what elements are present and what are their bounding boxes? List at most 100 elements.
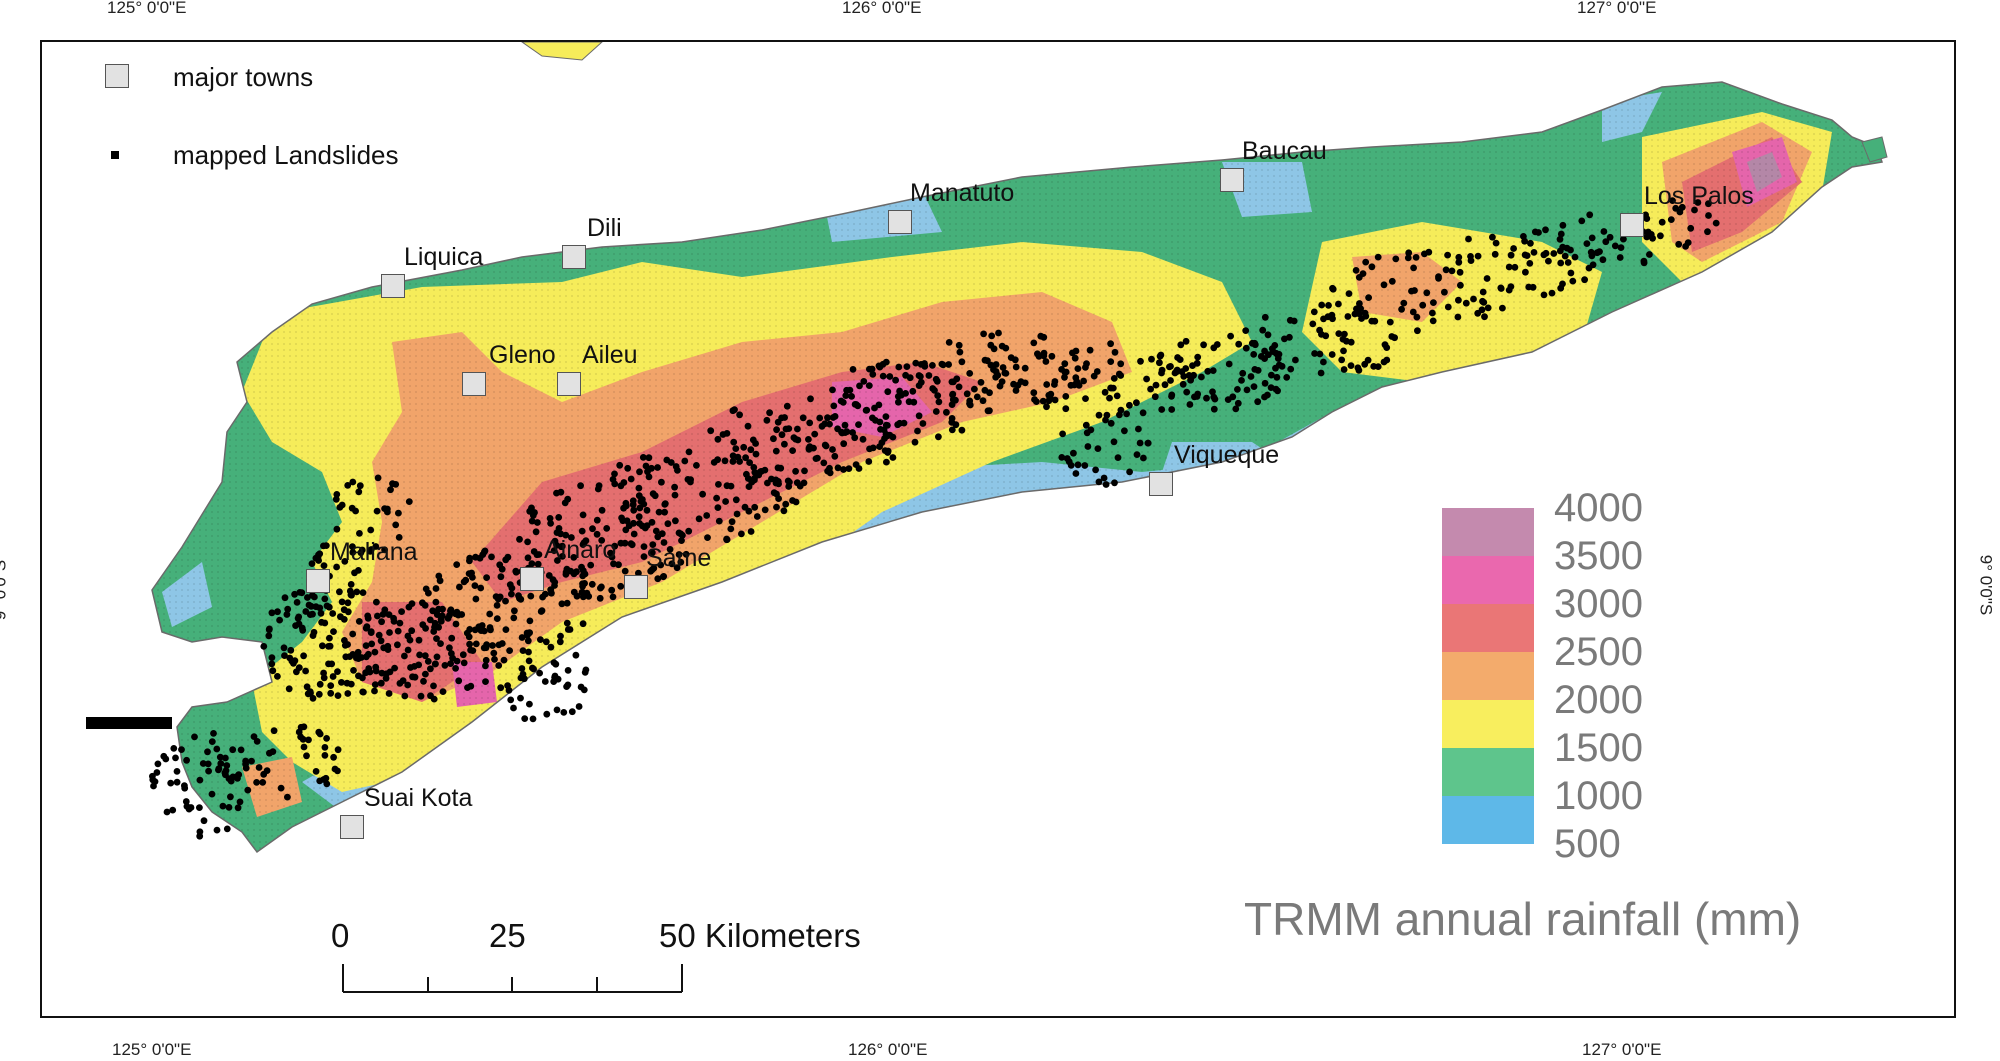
landslide-point [432,585,440,592]
landslide-point [645,473,653,481]
landslide-point [955,341,963,349]
landslide-point [598,537,606,544]
landslide-point [1567,269,1575,277]
landslide-point [958,426,966,434]
landslide-point [455,677,463,685]
landslide-point [1148,355,1155,363]
town-marker-ainaro [520,567,544,591]
landslide-point [742,454,749,462]
landslide-point [384,646,392,653]
landslide-point [1344,313,1352,320]
landslide-point [1072,470,1080,477]
landslide-point [792,498,800,506]
landslide-point [1489,233,1496,241]
landslide-point [327,682,335,689]
landslide-point [635,569,642,577]
landslide-point [1045,397,1053,405]
landslide-point [882,421,890,429]
landslide-point [617,482,625,490]
landslide-point [917,373,924,380]
landslide-point [1191,393,1198,401]
landslide-point [826,420,833,428]
landslide-point [1111,348,1119,356]
landslide-point [1287,365,1295,373]
landslide-point [630,506,638,514]
landslide-point [1021,379,1029,387]
landslide-point [344,599,352,607]
landslide-point [770,435,777,443]
landslide-point [652,527,660,535]
landslide-point [945,339,953,346]
landslide-point [1095,411,1103,419]
town-marker-gleno [462,372,486,396]
landslide-point [1239,369,1247,377]
landslide-point [468,569,475,577]
landslide-point [284,793,291,801]
landslide-point [1209,388,1216,396]
landslide-point [1167,363,1174,370]
landslide-point [486,610,494,618]
landslide-point [868,365,876,373]
landslide-point [1338,356,1346,364]
landslide-point [636,468,643,476]
landslide-point [334,746,342,754]
landslide-point [751,503,759,511]
landslide-point [546,515,554,522]
landslide-point [162,755,170,763]
landslide-point [1557,259,1565,267]
landslide-point [736,458,743,465]
landslide-point [932,375,940,383]
landslide-point [963,390,971,398]
town-label-maliana: Maliana [330,538,418,566]
landslide-point [236,798,244,806]
landslide-point [435,605,442,613]
landslide-point [855,421,862,428]
landslide-point [1254,398,1262,406]
landslide-point [1320,358,1327,366]
landslide-point [563,683,570,690]
landslide-point [914,427,921,435]
town-legend-marker [105,64,129,88]
landslide-point [1074,365,1082,372]
landslide-point [1093,368,1101,375]
landslide-point [518,634,526,641]
landslide-point [151,778,159,785]
landslide-point [966,400,973,407]
landslide-point [842,392,850,399]
landslide-point [636,520,643,527]
landslide-point [1510,245,1517,252]
landslide-point [1322,332,1330,340]
landslide-point [648,518,656,526]
landslide-point [1380,358,1388,366]
town-label-baucau: Baucau [1242,137,1327,165]
landslide-point [1362,258,1370,266]
landslide-point [1667,216,1675,224]
landslide-point [1179,380,1187,388]
landslide-point [502,626,510,633]
landslide-point [482,656,490,664]
landslide-point [392,521,400,529]
landslide-point [714,435,722,443]
scale-label-25: 25 [489,917,526,954]
landslide-point [260,643,268,650]
landslide-point [456,583,463,591]
landslide-point [846,386,854,394]
landslide-point [1365,294,1372,301]
landslide-point [1606,233,1614,241]
landslide-point [703,512,711,519]
landslide-point [895,398,902,406]
landslide-point [1292,356,1299,364]
landslide-point [374,612,381,620]
landslide-point [1411,287,1418,294]
landslide-point [587,561,595,569]
landslide-point [433,611,441,618]
landslide-point [1051,396,1059,404]
landslide-point [221,769,229,777]
landslide-point [1687,224,1695,232]
landslide-point [630,519,637,527]
landslide-point [359,674,366,682]
landslide-point [1484,304,1492,312]
landslide-point [373,598,380,606]
landslide-point [495,662,503,669]
landslide-point [1021,364,1029,372]
